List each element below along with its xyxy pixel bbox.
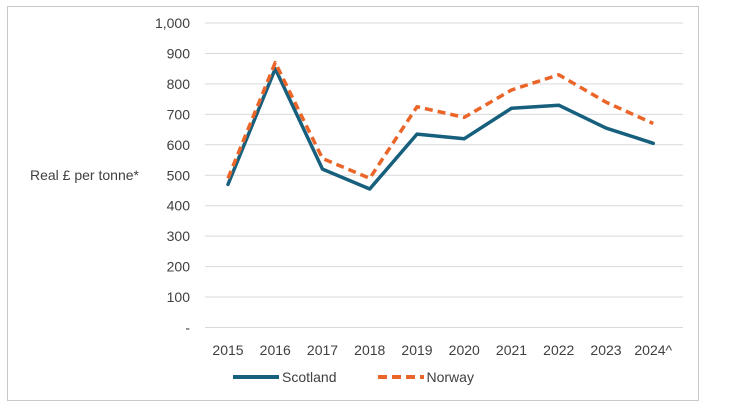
y-axis-tick-label: 900 [167, 45, 191, 61]
x-axis-tick-label: 2015 [212, 342, 243, 358]
y-axis-tick-label: 600 [167, 137, 191, 153]
x-axis-tick-label: 2024^ [634, 342, 672, 358]
y-axis-tick-label: 100 [167, 289, 191, 305]
chart-frame [7, 6, 699, 401]
y-axis-tick-label: 300 [167, 228, 191, 244]
x-axis-tick-label: 2023 [590, 342, 621, 358]
legend: Scotland Norway [7, 369, 699, 385]
y-axis-tick-label: 500 [167, 167, 191, 183]
y-axis-tick-label: 1,000 [155, 15, 190, 31]
legend-label-scotland: Scotland [282, 369, 337, 385]
x-axis-tick-label: 2018 [354, 342, 385, 358]
norway-line [226, 60, 654, 181]
norway-line-swatch [377, 375, 424, 379]
legend-item-scotland: Scotland [232, 369, 337, 385]
legend-item-norway: Norway [377, 369, 474, 385]
x-axis-tick-label: 2020 [449, 342, 480, 358]
y-axis-tick-label: 200 [167, 259, 191, 275]
y-axis-tick-label: 800 [167, 76, 191, 92]
x-axis-tick-label: 2022 [543, 342, 574, 358]
y-axis-tick-label: - [185, 320, 190, 336]
y-axis-tick-label: 700 [167, 106, 191, 122]
x-axis-tick-label: 2021 [496, 342, 527, 358]
legend-label-norway: Norway [426, 369, 474, 385]
x-axis-tick-label: 2016 [260, 342, 291, 358]
scotland-line-swatch [233, 375, 280, 379]
x-axis-tick-label: 2019 [401, 342, 432, 358]
y-axis-title: Real £ per tonne* [30, 167, 139, 183]
x-axis-tick-label: 2017 [307, 342, 338, 358]
y-axis-tick-label: 400 [167, 198, 191, 214]
scotland-line [226, 66, 655, 191]
